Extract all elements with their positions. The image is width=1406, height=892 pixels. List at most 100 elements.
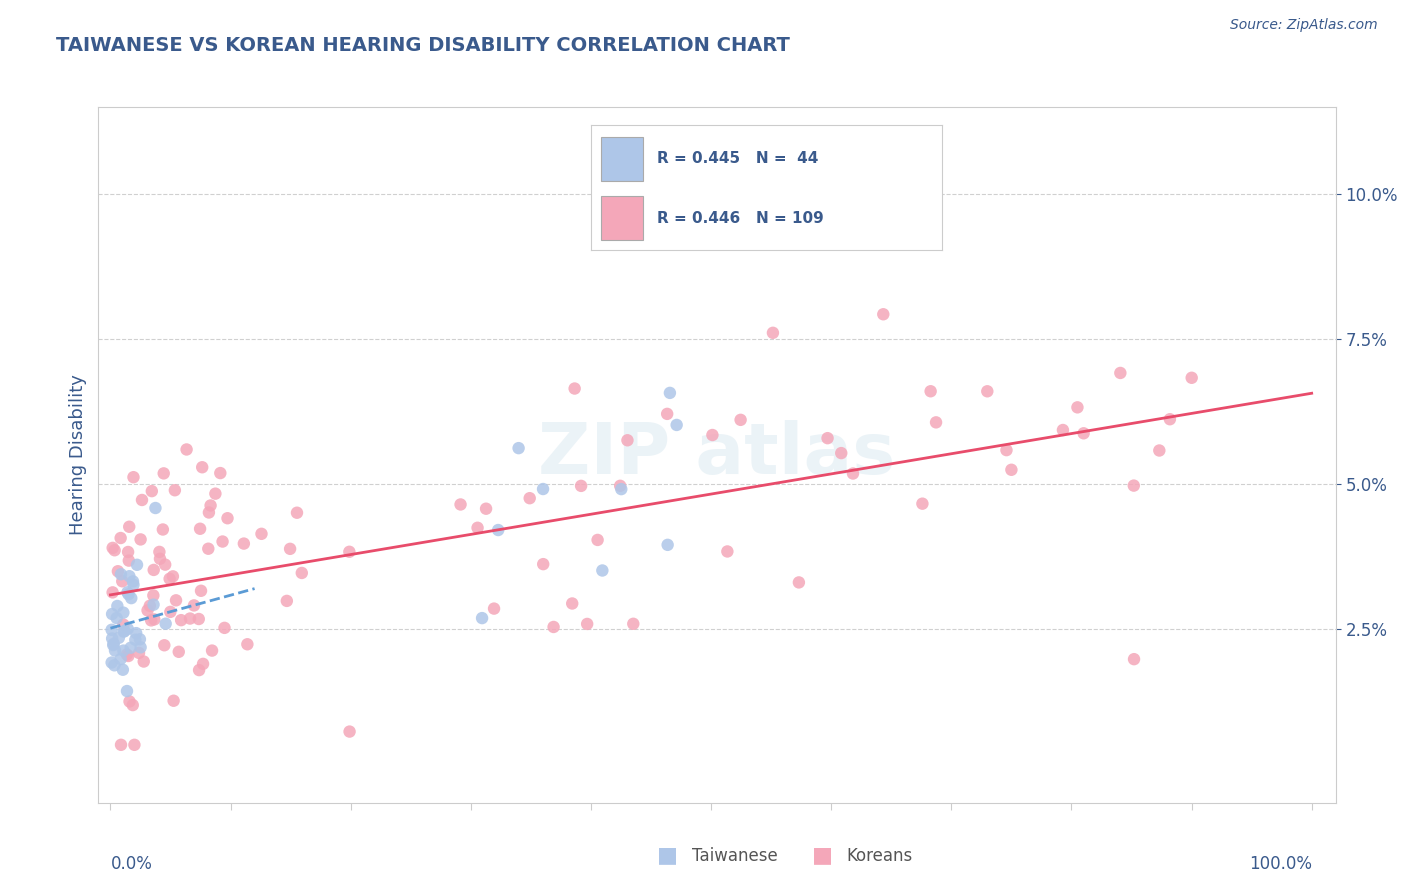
Point [702,428,724,442]
Point [911,497,934,511]
Point [657,407,679,421]
Point [136,603,159,617]
Point [187,612,209,626]
Point [110,652,132,666]
Point [141,614,163,628]
Point [155,616,177,631]
Point [111,574,134,589]
Point [1149,443,1171,458]
Point [1181,371,1204,385]
Point [665,417,688,432]
Text: Source: ZipAtlas.com: Source: ZipAtlas.com [1230,18,1378,32]
Point [1109,366,1132,380]
Point [657,538,679,552]
Point [658,385,681,400]
Point [124,738,146,752]
Point [250,526,273,541]
Point [162,569,184,583]
Point [609,479,631,493]
Point [118,553,141,567]
Point [339,724,361,739]
Text: 0.0%: 0.0% [111,855,152,873]
Point [149,551,172,566]
Text: TAIWANESE VS KOREAN HEARING DISABILITY CORRELATION CHART: TAIWANESE VS KOREAN HEARING DISABILITY C… [56,36,790,54]
Point [188,522,211,536]
Point [167,645,190,659]
Point [1066,401,1088,415]
Point [111,663,134,677]
Text: ZIP atlas: ZIP atlas [538,420,896,490]
Point [183,599,205,613]
Point [117,622,139,636]
Point [103,638,125,652]
Point [122,578,145,592]
Point [209,466,232,480]
Point [482,601,505,615]
Point [110,531,132,545]
Point [112,624,135,639]
Point [101,632,124,646]
Point [204,486,226,500]
Point [543,620,565,634]
Point [103,658,125,673]
Point [1123,652,1146,666]
Point [569,479,592,493]
FancyBboxPatch shape [602,196,644,240]
Point [165,593,187,607]
Point [162,694,184,708]
Point [191,657,214,671]
Point [842,467,865,481]
Point [197,541,219,556]
Point [198,506,221,520]
Point [188,663,211,677]
Text: ■: ■ [813,846,832,865]
Text: Koreans: Koreans [846,847,912,865]
Point [920,384,942,399]
Point [1073,426,1095,441]
Point [159,572,181,586]
Point [117,648,139,663]
Point [467,521,489,535]
Point [153,558,176,572]
Point [104,643,127,657]
Point [118,569,141,583]
Point [159,605,181,619]
Text: R = 0.445   N =  44: R = 0.445 N = 44 [657,151,818,166]
Point [103,637,125,651]
Point [531,557,554,571]
Point [211,534,233,549]
Point [190,583,212,598]
Point [117,545,139,559]
Point [108,631,131,645]
Point [475,501,498,516]
Point [104,543,127,558]
Point [995,443,1018,458]
Point [101,541,124,555]
Point [716,544,738,558]
Point [124,632,146,647]
Point [214,621,236,635]
Point [141,484,163,499]
Point [278,541,301,556]
Point [179,611,201,625]
Point [112,617,135,632]
Point [621,616,644,631]
Point [616,434,638,448]
Point [112,606,135,620]
Point [217,511,239,525]
Text: ■: ■ [658,846,678,865]
Point [142,589,165,603]
Point [115,684,138,698]
Point [564,382,586,396]
Point [610,482,633,496]
Point [232,536,254,550]
Point [129,632,152,647]
Point [118,694,141,708]
Point [131,493,153,508]
Point [830,446,852,460]
Point [129,533,152,547]
Point [586,533,609,547]
Point [201,643,224,657]
Point [129,640,152,655]
Point [337,545,360,559]
